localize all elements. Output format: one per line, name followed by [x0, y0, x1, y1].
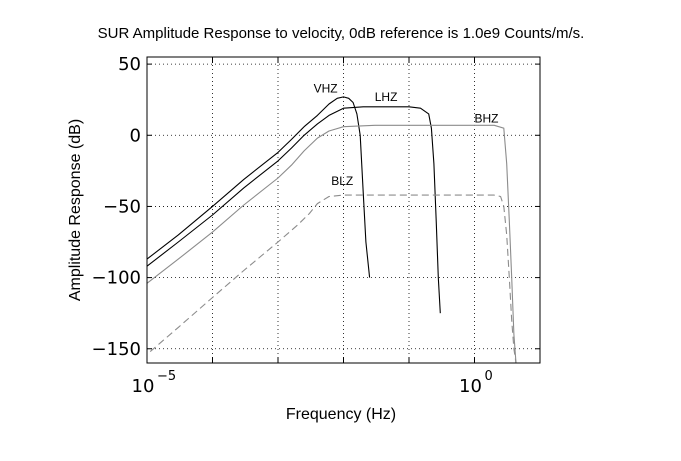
series-line-blz	[149, 194, 517, 364]
y-tick-label: −50	[103, 196, 141, 217]
series-line-vhz	[146, 96, 371, 278]
series-layer	[146, 96, 517, 364]
series-labels: VHZ LHZ BHZ BLZ	[314, 82, 499, 189]
chart-title: SUR Amplitude Response to velocity, 0dB …	[98, 25, 585, 42]
y-tick-label: −100	[92, 268, 141, 289]
series-label-lhz: LHZ	[375, 90, 398, 104]
x-tick-exponent: −5	[157, 369, 176, 384]
x-tick-label: 10 −5	[132, 369, 177, 397]
y-tick-label: −150	[92, 339, 141, 360]
x-axis-label: Frequency (Hz)	[286, 406, 396, 423]
x-tick-exponent: 0	[485, 369, 493, 384]
series-label-blz: BLZ	[331, 174, 353, 188]
plot-border	[146, 56, 541, 364]
y-tick-label: 0	[130, 125, 141, 146]
y-axis-label: Amplitude Response (dB)	[67, 119, 84, 301]
series-line-lhz	[146, 106, 441, 314]
series-line-bhz	[146, 124, 517, 364]
x-tick-label: 10 0	[459, 369, 493, 397]
y-tick-label: 50	[118, 54, 141, 75]
x-tick-base: 10	[132, 376, 155, 397]
series-label-vhz: VHZ	[314, 82, 338, 96]
series-label-bhz: BHZ	[475, 111, 499, 125]
grid-lines	[147, 57, 540, 363]
x-tick-base: 10	[459, 376, 482, 397]
